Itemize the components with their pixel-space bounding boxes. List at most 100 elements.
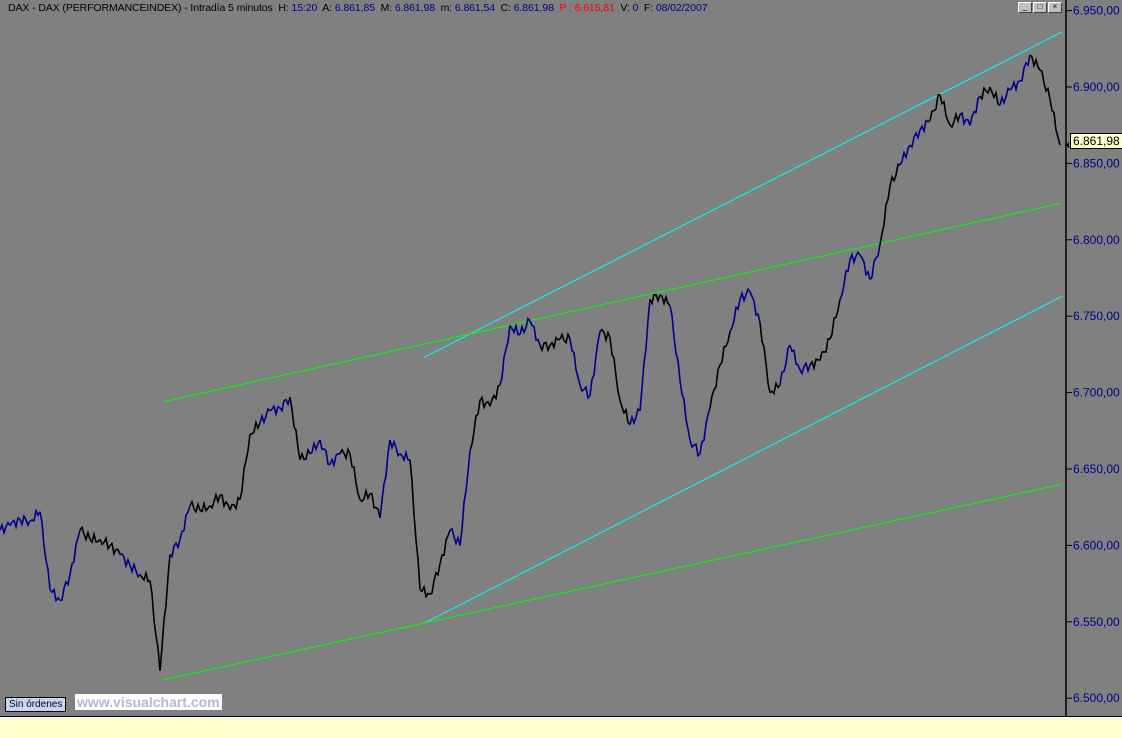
y-tick-label: 6.750,00 — [1073, 309, 1120, 323]
price-segment — [989, 86, 1001, 107]
price-segment — [959, 111, 971, 127]
price-segment — [789, 344, 801, 371]
h-label: H: — [278, 2, 289, 14]
price-segment — [979, 86, 991, 101]
y-tick-label: 6.550,00 — [1073, 615, 1120, 629]
price-segment — [379, 439, 391, 518]
price-segment — [199, 500, 211, 513]
price-segment — [929, 93, 941, 121]
price-segment — [849, 250, 861, 266]
price-segment — [419, 584, 431, 599]
y-tick-label: 6.650,00 — [1073, 462, 1120, 476]
price-segment — [649, 293, 661, 306]
price-segment — [109, 541, 121, 557]
price-segment — [0, 521, 11, 536]
y-tick-label: 6.500,00 — [1073, 691, 1120, 705]
price-segment — [449, 527, 461, 547]
price-segment — [739, 287, 751, 304]
price-segment — [629, 407, 641, 426]
price-segment — [999, 86, 1011, 106]
price-segment — [229, 496, 241, 512]
a-value: 6.861,85 — [334, 2, 375, 14]
orders-button[interactable]: Sin órdenes — [5, 697, 67, 712]
c-value: 6.861,98 — [513, 2, 554, 14]
price-segment — [899, 144, 911, 166]
price-segment — [349, 453, 361, 500]
price-segment — [819, 338, 831, 361]
price-segment — [879, 186, 891, 245]
price-segment — [949, 111, 961, 129]
price-segment — [869, 244, 881, 281]
close-button[interactable]: × — [1048, 2, 1062, 13]
y-tick-label: 6.700,00 — [1073, 386, 1120, 400]
price-segment — [69, 529, 81, 575]
price-segment — [9, 516, 21, 531]
m-label: M: — [380, 2, 393, 14]
price-segment — [409, 459, 421, 590]
price-segment — [529, 320, 541, 346]
price-segment — [249, 419, 261, 435]
price-segment — [519, 317, 531, 335]
y-tick-label: 6.850,00 — [1073, 156, 1120, 170]
price-segment — [269, 404, 281, 418]
f-label: F: — [643, 2, 654, 14]
price-segment — [569, 338, 581, 386]
y-tick-label: 6.800,00 — [1073, 233, 1120, 247]
h-value: 15:20 — [291, 2, 318, 14]
price-segment — [909, 129, 921, 149]
price-segment — [589, 331, 601, 396]
price-series — [0, 54, 1061, 671]
y-tick-label: 6.900,00 — [1073, 80, 1120, 94]
price-segment — [149, 580, 161, 671]
price-segment — [499, 325, 511, 386]
price-segment — [309, 439, 321, 455]
last-price-marker — [1066, 142, 1069, 149]
price-segment — [799, 361, 811, 376]
price-segment — [469, 400, 481, 451]
price-segment — [169, 539, 181, 559]
price-segment — [1049, 99, 1061, 146]
price-segment — [579, 384, 591, 400]
v-label: V: — [620, 2, 630, 14]
price-segment — [219, 493, 231, 511]
p-value: P : 6.615,81 — [559, 2, 615, 14]
price-segment — [759, 322, 771, 393]
price-segment — [49, 587, 61, 603]
price-segment — [359, 487, 371, 503]
v-value: 0 — [632, 2, 639, 14]
price-segment — [639, 299, 651, 412]
price-segment — [809, 358, 821, 372]
price-segment — [129, 561, 141, 579]
minimize-button[interactable]: _ — [1018, 2, 1032, 13]
trendline-cyan — [423, 31, 1063, 358]
price-segment — [279, 396, 291, 413]
symbol-title: DAX - DAX (PERFORMANCEINDEX) - Intradía … — [8, 2, 273, 14]
price-segment — [699, 407, 711, 454]
price-segment — [839, 259, 851, 300]
maximize-button[interactable]: □ — [1033, 2, 1047, 13]
price-segment — [1009, 79, 1021, 93]
price-segment — [99, 535, 111, 551]
price-segment — [429, 563, 441, 595]
price-segment — [209, 492, 221, 510]
window-controls: _ □ × — [1018, 2, 1062, 13]
price-segment — [189, 499, 201, 514]
price-segment — [509, 322, 521, 336]
f-value: 08/02/2007 — [655, 2, 708, 14]
price-segment — [319, 439, 331, 466]
price-segment — [159, 554, 171, 671]
price-segment — [549, 336, 561, 351]
price-segment — [179, 505, 191, 540]
price-segment — [139, 569, 151, 583]
price-segment — [709, 364, 721, 409]
price-segment — [609, 337, 621, 401]
min-value: 6.861,54 — [454, 2, 495, 14]
price-segment — [539, 341, 551, 353]
price-segment — [969, 95, 981, 126]
price-segment — [779, 344, 791, 386]
price-segment — [729, 299, 741, 332]
price-segment — [299, 447, 311, 461]
trendline-green — [162, 483, 1063, 681]
price-segment — [329, 452, 341, 469]
